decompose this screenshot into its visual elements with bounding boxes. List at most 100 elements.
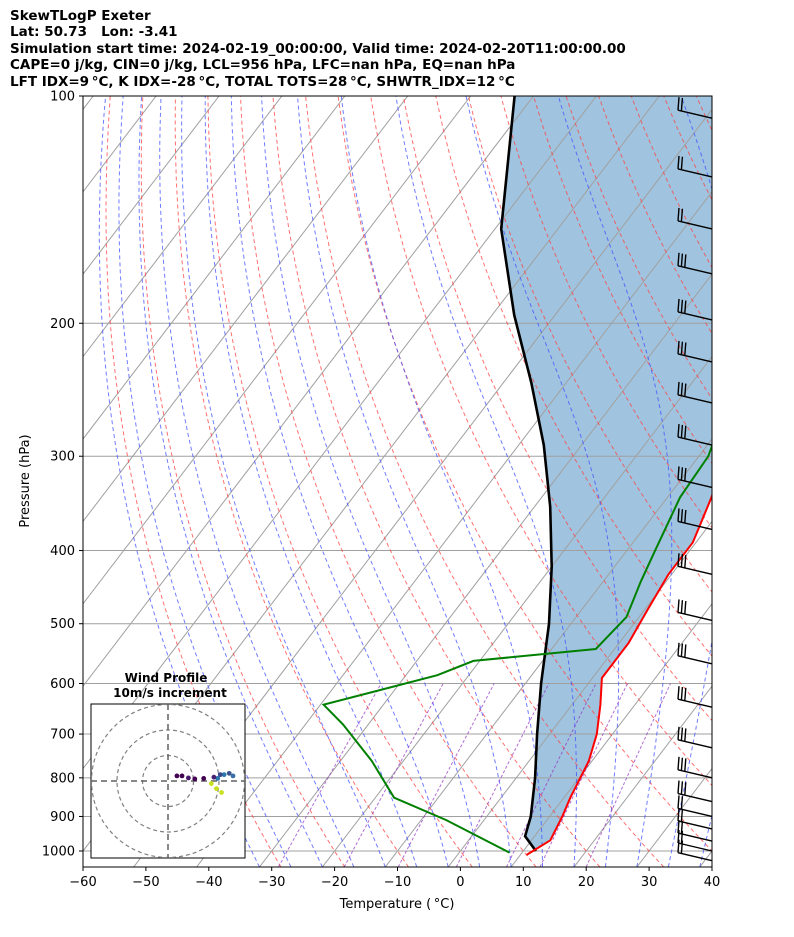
barb-shaft	[677, 820, 713, 830]
barb-shaft	[677, 655, 713, 665]
barb-feather	[677, 97, 680, 111]
dry-adiabat	[370, 96, 712, 787]
barb-shaft	[677, 220, 713, 230]
isotherm	[83, 96, 346, 440]
barb-shaft	[677, 832, 713, 842]
wind-profile-inset: Wind Profile 10m/s increment	[90, 671, 246, 859]
x-axis-label: Temperature ( °C)	[339, 897, 455, 912]
moist-adiabat	[699, 813, 712, 867]
barb-shaft	[677, 311, 713, 321]
moist-adiabat	[261, 96, 481, 867]
barb-shaft	[677, 852, 713, 862]
isotherm	[83, 96, 472, 605]
dry-adiabat	[207, 96, 473, 867]
inset-rings	[91, 704, 245, 858]
barb-feather	[684, 644, 687, 658]
parcel-line	[499, 96, 554, 852]
barb-feather	[677, 508, 680, 522]
barb-feather	[677, 252, 680, 266]
barb-feather	[684, 509, 687, 524]
header-location: Lat: 50.73 Lon: -3.41	[10, 24, 178, 41]
barb-feather	[677, 756, 680, 770]
hodograph-point	[215, 776, 221, 781]
cape-shading	[501, 96, 712, 855]
hodograph-point	[226, 770, 232, 776]
mixing-ratio-line	[277, 683, 382, 867]
mixing-ratio-line	[585, 683, 671, 867]
barb-feather	[684, 758, 687, 772]
barb-feather	[677, 795, 680, 809]
y-tick-label: 1000	[42, 845, 75, 860]
barb-feather	[680, 382, 684, 396]
isotherm	[447, 520, 712, 867]
moist-adiabat	[465, 96, 620, 867]
barb-feather	[680, 341, 684, 355]
isotherm	[573, 685, 712, 867]
moist-adiabat	[297, 96, 512, 867]
barb-feather	[680, 509, 684, 523]
barb-feather	[684, 687, 687, 701]
y-axis-label: Pressure (hPa)	[18, 434, 33, 527]
barb-shaft	[677, 478, 713, 489]
cape-area	[501, 96, 712, 855]
barb-feather	[677, 553, 680, 567]
wind-barbs	[677, 97, 713, 862]
barb-feather	[680, 830, 684, 844]
barb-feather	[680, 840, 684, 854]
barb-feather	[680, 757, 684, 771]
wind-barb	[677, 839, 713, 862]
wind-barb	[677, 155, 713, 178]
barb-feather	[684, 425, 687, 439]
dry-adiabat	[272, 96, 601, 867]
barb-shaft	[677, 109, 713, 119]
barb-feather	[677, 807, 680, 822]
isotherm	[321, 355, 712, 867]
inset-hodograph	[174, 770, 236, 795]
barb-shaft	[677, 807, 713, 818]
wind-barb	[677, 795, 713, 818]
wind-barb	[677, 252, 713, 275]
dry-adiabat	[305, 96, 665, 867]
barb-feather	[680, 727, 684, 741]
dry-adiabat	[435, 96, 712, 657]
hodograph-point	[201, 776, 207, 781]
barb-feather	[677, 686, 680, 700]
hodograph-point	[221, 772, 227, 778]
hodograph-point	[211, 774, 217, 780]
barb-feather	[677, 726, 680, 740]
hodograph-point	[174, 773, 180, 779]
barb-feather	[684, 782, 687, 796]
barb-shaft	[677, 565, 713, 575]
barb-feather	[680, 600, 684, 614]
wind-barb	[677, 829, 713, 852]
dry-adiabat	[729, 96, 794, 867]
y-tick-label: 600	[50, 677, 75, 692]
x-tick-label: −10	[384, 875, 411, 890]
barb-feather	[677, 599, 680, 613]
wind-barb	[677, 807, 713, 830]
barb-feather	[680, 781, 684, 795]
header-indices-1: CAPE=0 j/kg, CIN=0 j/kg, LCL=956 hPa, LF…	[10, 57, 516, 74]
wind-barb	[677, 756, 713, 779]
x-tick-label: 40	[704, 875, 721, 890]
barb-shaft	[677, 520, 713, 531]
dry-adiabat	[105, 96, 282, 867]
wind-barb	[677, 599, 713, 622]
wind-barb	[677, 726, 713, 749]
dry-adiabat	[761, 96, 794, 867]
inset-title: Wind Profile	[125, 671, 208, 685]
isotherm	[259, 273, 712, 867]
x-tick-label: 30	[641, 875, 658, 890]
barb-feather	[684, 728, 687, 742]
hodograph-point	[186, 775, 191, 781]
y-tick-label: 400	[50, 544, 75, 559]
y-tick-label: 200	[50, 317, 75, 332]
hodograph-point	[230, 773, 236, 779]
wind-barb	[677, 780, 713, 803]
isotherm	[83, 96, 94, 111]
barb-feather	[684, 554, 687, 568]
wind-barb	[677, 819, 713, 842]
barb-feather	[677, 839, 680, 853]
barb-feather	[680, 97, 684, 112]
header-indices-2: LFT IDX=9 °C, K IDX=-28 °C, TOTAL TOTS=2…	[10, 73, 515, 90]
